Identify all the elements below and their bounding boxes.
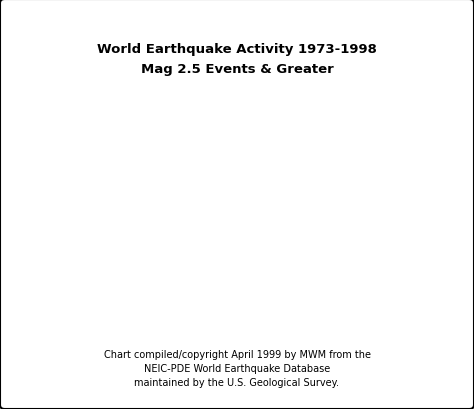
Text: World Earthquake Activity 1973-1998: World Earthquake Activity 1973-1998 (97, 43, 377, 56)
Text: Chart compiled/copyright April 1999 by MWM from the
NEIC-PDE World Earthquake Da: Chart compiled/copyright April 1999 by M… (103, 349, 371, 387)
Text: Mag 2.5 Events & Greater: Mag 2.5 Events & Greater (141, 63, 333, 76)
